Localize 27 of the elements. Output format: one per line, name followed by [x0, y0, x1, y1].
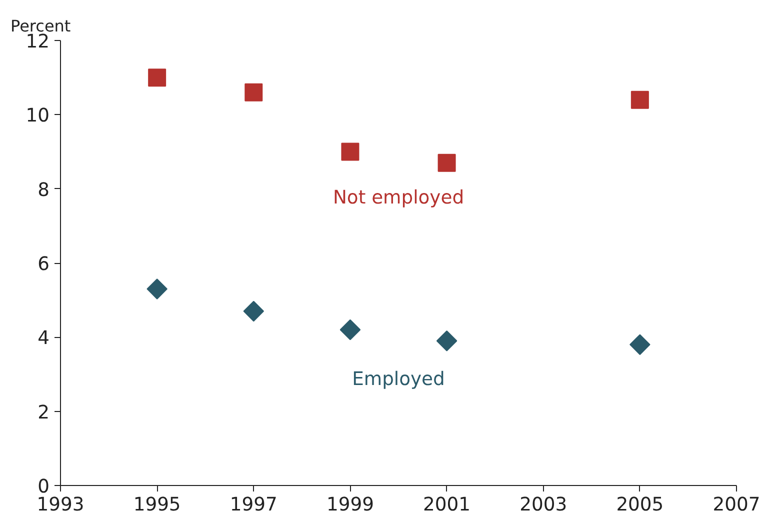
point: [244, 83, 263, 102]
x-tick-label: 2003: [520, 494, 568, 516]
y-tick-label: 10: [26, 106, 50, 127]
x-tick-label: 2007: [712, 494, 760, 516]
point: [436, 330, 458, 352]
y-tick-label: 6: [38, 254, 50, 275]
point: [146, 278, 168, 300]
point: [438, 154, 456, 172]
x-tick-label: 1995: [133, 494, 181, 516]
y-tick-label: 12: [26, 32, 50, 52]
x-tick-label: 2005: [616, 494, 664, 516]
point: [243, 300, 264, 322]
point: [148, 68, 166, 87]
y-tick-label: 8: [38, 180, 50, 201]
series-label: Not employed: [332, 187, 464, 208]
x-tick-label: 1999: [326, 494, 374, 516]
y-tick-label: 4: [38, 328, 50, 350]
series-label: Employed: [352, 369, 445, 390]
point: [630, 334, 650, 355]
x-tick-label: 2001: [423, 494, 471, 516]
y-tick-label: 0: [38, 476, 50, 498]
x-tick-label: 1993: [36, 494, 84, 516]
point: [340, 319, 361, 340]
point: [341, 142, 360, 161]
y-tick-label: 2: [38, 402, 50, 424]
point: [630, 90, 649, 109]
x-tick-label: 1997: [230, 494, 278, 516]
